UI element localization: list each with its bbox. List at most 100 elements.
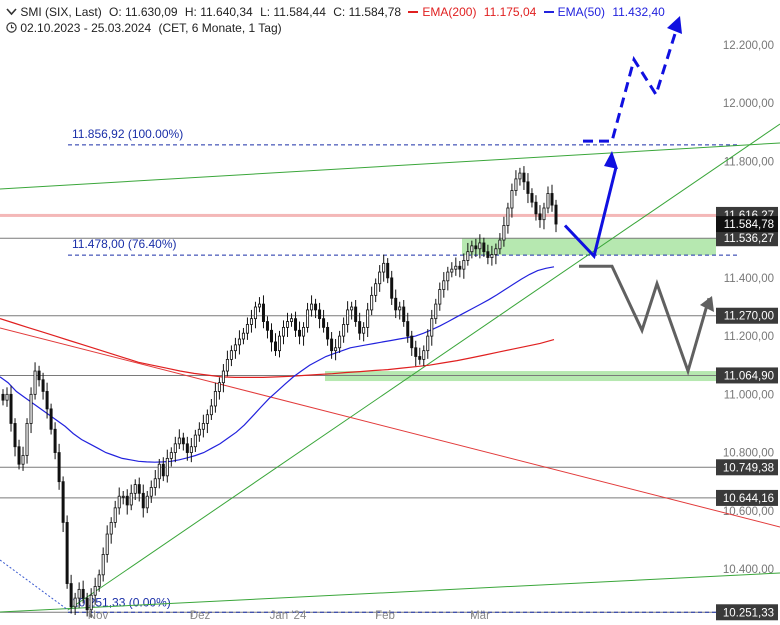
candle-body	[41, 379, 45, 392]
forecast-up-path	[563, 166, 618, 260]
ema200-label: EMA(200)	[422, 5, 477, 19]
candle-body	[466, 251, 470, 261]
candle-body	[237, 338, 241, 346]
level-marker	[716, 604, 778, 621]
candle-body	[169, 452, 173, 459]
candle-body	[221, 370, 225, 384]
candle-body	[113, 507, 117, 523]
candle-body	[249, 318, 253, 325]
candle-body	[9, 393, 13, 424]
candle-body	[89, 594, 93, 611]
candle-body	[554, 204, 558, 225]
candle-body	[197, 428, 201, 436]
candle-body	[73, 597, 77, 608]
candle-body	[526, 181, 530, 194]
trendline-support	[67, 123, 780, 611]
candle-body	[494, 248, 498, 255]
candle-body	[310, 303, 314, 311]
candle-body	[366, 309, 370, 328]
candle-body	[538, 213, 542, 221]
candle-body	[257, 303, 261, 308]
candle-body	[225, 358, 229, 372]
y-tick-label: 10.800,00	[723, 448, 774, 460]
candle-body	[390, 277, 394, 299]
candle-body	[93, 586, 97, 596]
x-axis-label: Nov	[88, 610, 109, 622]
ema200-legend-swatch	[408, 11, 419, 13]
forecast-up-arrowhead	[604, 151, 618, 169]
trendline-lower	[0, 572, 780, 613]
candle-body	[446, 271, 450, 282]
y-tick-label: 11.400,00	[724, 273, 774, 285]
candle-body	[354, 306, 358, 322]
support-zone	[325, 371, 716, 382]
y-tick-label: 10.400,00	[723, 564, 774, 576]
candle-body	[530, 193, 534, 203]
candle-body	[177, 437, 181, 445]
candle-body	[506, 207, 510, 226]
candle-body	[185, 443, 189, 453]
level-marker-label: 11.064,90	[724, 370, 774, 382]
candle-body	[330, 338, 334, 352]
candle-body	[490, 254, 494, 258]
candle-body	[205, 414, 209, 424]
candle-body	[322, 318, 326, 328]
candle-body	[318, 309, 322, 320]
candle-body	[105, 533, 109, 555]
candle-body	[61, 481, 65, 523]
candle-body	[109, 522, 113, 535]
candle-body	[398, 306, 402, 311]
candle-body	[290, 318, 294, 322]
candle-body	[502, 225, 506, 241]
candle-body	[522, 172, 526, 183]
chart-subheader: 02.10.2023 - 25.03.2024 (CET, 6 Monate, …	[6, 21, 286, 35]
candle-body	[418, 356, 422, 360]
candle-body	[498, 239, 502, 250]
candle-body	[117, 495, 121, 509]
candle-body	[157, 463, 161, 480]
chart-header: SMI (SIX, Last) O: 11.630,09 H: 11.640,3…	[6, 5, 669, 19]
candle-body	[382, 262, 386, 273]
candle-body	[414, 347, 418, 357]
candle-body	[137, 484, 141, 494]
candle-body	[77, 588, 81, 599]
candle-body	[217, 382, 221, 392]
ema200-band	[0, 213, 716, 217]
candle-body	[326, 326, 330, 340]
last-price-label: 11.584,78	[724, 219, 774, 231]
fib-label-100: 11.856,92 (100.00%)	[72, 127, 183, 141]
candle-body	[81, 588, 85, 599]
candle-body	[306, 309, 310, 328]
candle-body	[342, 324, 346, 337]
candle-body	[346, 309, 350, 325]
candle-body	[229, 350, 233, 360]
candle-body	[49, 408, 53, 430]
close-value: C: 11.584,78	[333, 5, 402, 19]
level-marker-label: 10.251,33	[723, 607, 774, 619]
candle-body	[282, 326, 286, 337]
candle-body	[362, 326, 366, 334]
trendline-resistance	[0, 327, 780, 528]
candle-body	[53, 428, 57, 453]
forecast-down-path	[579, 264, 711, 376]
ema50-label: EMA(50)	[557, 5, 605, 19]
open-value: O: 11.630,09	[109, 5, 178, 19]
level-marker	[716, 230, 778, 247]
forecast-up-dashed-path	[583, 27, 679, 143]
candle-body	[21, 455, 25, 465]
candle-body	[514, 178, 518, 191]
candle-body	[482, 242, 486, 253]
chevron-down-icon[interactable]	[6, 6, 17, 17]
clock-icon	[6, 22, 17, 33]
candle-body	[173, 443, 177, 453]
candle-body	[85, 597, 89, 611]
candle-body	[25, 423, 29, 456]
level-marker-label: 10.749,38	[723, 462, 774, 474]
y-tick-label: 11.200,00	[724, 331, 774, 343]
candle-body	[189, 446, 193, 453]
candle-body	[550, 193, 554, 206]
candle-body	[298, 329, 302, 337]
candle-body	[141, 492, 145, 509]
candle-body	[470, 245, 474, 253]
